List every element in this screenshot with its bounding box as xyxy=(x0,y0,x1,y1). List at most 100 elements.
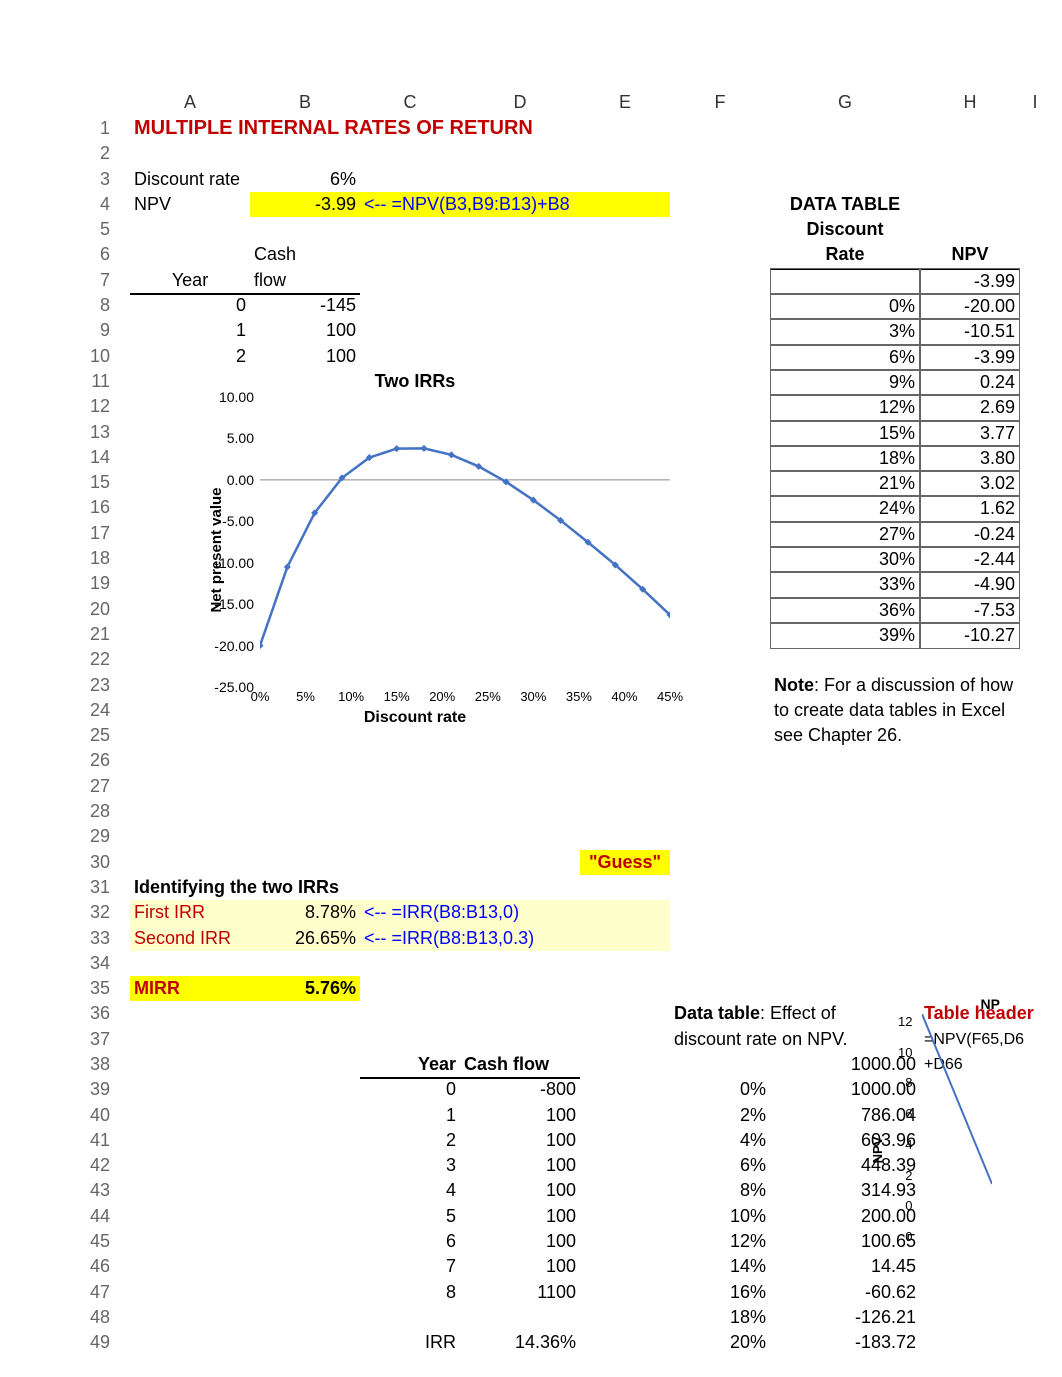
chart-ytick: -20.00 xyxy=(214,638,254,654)
dt-npv: -10.27 xyxy=(920,622,1020,649)
row-hdr: 40 xyxy=(80,1103,110,1128)
row-hdr: 23 xyxy=(80,673,110,698)
row-hdr: 38 xyxy=(80,1052,110,1077)
row-hdr: 20 xyxy=(80,597,110,622)
chart-xtick: 5% xyxy=(296,689,315,704)
first-irr-value[interactable]: 8.78% xyxy=(250,900,360,925)
row-hdr: 35 xyxy=(80,976,110,1001)
row-hdr: 25 xyxy=(80,723,110,748)
dt-npv: -4.90 xyxy=(920,571,1020,598)
row-hdr: 6 xyxy=(80,242,110,267)
data-table-header: DATA TABLE xyxy=(770,192,920,217)
dt-rate: 27% xyxy=(770,521,920,548)
np-label: NP xyxy=(981,996,1000,1012)
row-hdr: 45 xyxy=(80,1229,110,1254)
col-hdr: F xyxy=(670,92,770,113)
mirr-value[interactable]: 5.76% xyxy=(250,976,360,1001)
row-hdr: 29 xyxy=(80,824,110,849)
chart-ytick: -15.00 xyxy=(214,596,254,612)
dt-rate: 33% xyxy=(770,571,920,598)
dt-rate: 3% xyxy=(770,318,920,345)
cf2-year: 5 xyxy=(360,1204,460,1229)
chart-xtick: 30% xyxy=(520,689,546,704)
npv-value[interactable]: -3.99 xyxy=(250,192,360,217)
row-hdr: 17 xyxy=(80,521,110,546)
dt-rate: 39% xyxy=(770,622,920,649)
row-hdr: 36 xyxy=(80,1001,110,1026)
dt2-rate: 6% xyxy=(670,1153,770,1178)
chart-ytick: 5.00 xyxy=(227,430,254,446)
cf-value[interactable]: 100 xyxy=(250,318,360,345)
year-header: Year xyxy=(130,268,250,295)
cf2-value[interactable]: 100 xyxy=(460,1128,580,1153)
mini-ytick: 6 xyxy=(898,1106,912,1121)
cf2-value[interactable]: 100 xyxy=(460,1153,580,1178)
dt-rate: 15% xyxy=(770,420,920,447)
cf-value[interactable]: -145 xyxy=(250,293,360,320)
chart-xtick: 25% xyxy=(475,689,501,704)
mini-ytick: 10 xyxy=(898,1045,912,1060)
dt2-rate: 2% xyxy=(670,1103,770,1128)
dt2-npv: -183.72 xyxy=(770,1330,920,1355)
note-text1: : For a discussion of how xyxy=(814,675,1013,695)
chart-xticks: 0%5%10%15%20%25%30%35%40%45% xyxy=(260,689,670,709)
row-hdr: 10 xyxy=(80,344,110,369)
chart-xtick: 40% xyxy=(611,689,637,704)
data-table-sub1: Discount xyxy=(770,217,920,242)
row-hdr: 31 xyxy=(80,875,110,900)
dt2-npv: -126.21 xyxy=(770,1305,920,1330)
mini-ytick: 0 xyxy=(898,1229,912,1244)
cf2-year: 3 xyxy=(360,1153,460,1178)
row-hdr: 47 xyxy=(80,1280,110,1305)
cf2-value[interactable]: -800 xyxy=(460,1077,580,1102)
dt-npv: -0.24 xyxy=(920,521,1020,548)
row-hdr: 34 xyxy=(80,951,110,976)
col-hdr: A xyxy=(130,92,250,113)
dt2-rate: 0% xyxy=(670,1077,770,1102)
dt-npv: -7.53 xyxy=(920,597,1020,624)
mini-ylabel: NPV xyxy=(870,1137,885,1164)
row-hdr: 21 xyxy=(80,622,110,647)
discount-rate-value[interactable]: 6% xyxy=(250,167,360,192)
cf2-year: 7 xyxy=(360,1254,460,1279)
mini-ytick: 2 xyxy=(898,1168,912,1183)
row-hdr: 14 xyxy=(80,445,110,470)
chart-ytick: -25.00 xyxy=(214,679,254,695)
discount-rate-label: Discount rate xyxy=(130,167,250,192)
npv-label: NPV xyxy=(130,192,250,217)
row-hdr: 32 xyxy=(80,900,110,925)
cf2-value[interactable]: 100 xyxy=(460,1229,580,1254)
spreadsheet-sheet: A B C D E F G H I 1234567891011121314151… xyxy=(0,0,1062,1377)
row-hdr: 4 xyxy=(80,192,110,217)
dt-rate: 9% xyxy=(770,369,920,396)
second-irr-value[interactable]: 26.65% xyxy=(250,926,360,951)
row-hdr: 49 xyxy=(80,1330,110,1355)
dt2-rate: 8% xyxy=(670,1178,770,1203)
row-hdr: 43 xyxy=(80,1178,110,1203)
row-hdr: 9 xyxy=(80,318,110,343)
mini-plot xyxy=(922,1014,992,1244)
row-hdr: 11 xyxy=(80,369,110,394)
cf2-value[interactable]: 100 xyxy=(460,1254,580,1279)
dt-npv: -10.51 xyxy=(920,318,1020,345)
npv-formula: <-- =NPV(B3,B9:B13)+B8 xyxy=(360,192,670,217)
data-table2-label1: Data table xyxy=(674,1003,760,1023)
chart-xtick: 0% xyxy=(251,689,270,704)
col-hdr: I xyxy=(1020,92,1050,113)
row-hdr: 28 xyxy=(80,799,110,824)
row-hdr: 12 xyxy=(80,394,110,419)
cf2-value[interactable]: 100 xyxy=(460,1204,580,1229)
row-hdr: 8 xyxy=(80,293,110,318)
chart-xtick: 45% xyxy=(657,689,683,704)
dt-npv: 0.24 xyxy=(920,369,1020,396)
cf2-value[interactable]: 100 xyxy=(460,1178,580,1203)
mini-svg xyxy=(922,1014,992,1244)
second-irr-formula: <-- =IRR(B8:B13,0.3) xyxy=(364,928,534,948)
row-hdr: 30 xyxy=(80,850,110,875)
cf2-value[interactable]: 100 xyxy=(460,1103,580,1128)
cf2-value[interactable]: 1100 xyxy=(460,1280,580,1305)
cf2-year: 4 xyxy=(360,1178,460,1203)
row-hdr: 27 xyxy=(80,774,110,799)
cashflow-header2: flow xyxy=(250,268,360,295)
row-hdr: 44 xyxy=(80,1204,110,1229)
